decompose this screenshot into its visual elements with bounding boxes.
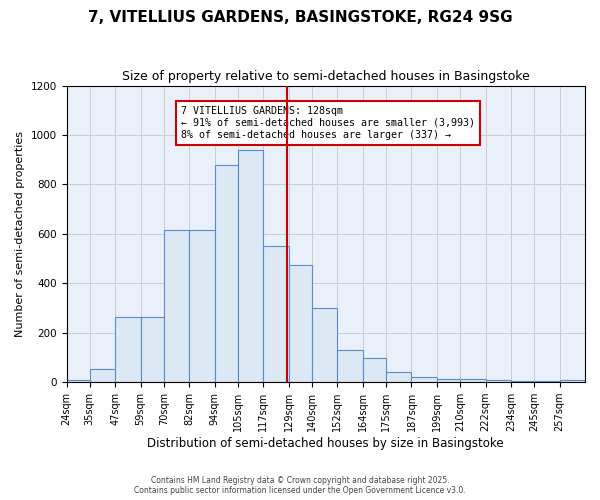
Bar [460,380,485,382]
Bar [263,246,289,382]
Title: Size of property relative to semi-detached houses in Basingstoke: Size of property relative to semi-detach… [122,70,530,83]
Text: 7, VITELLIUS GARDENS, BASINGSTOKE, RG24 9SG: 7, VITELLIUS GARDENS, BASINGSTOKE, RG24 … [88,10,512,25]
Text: 7 VITELLIUS GARDENS: 128sqm
← 91% of semi-detached houses are smaller (3,993)
8%: 7 VITELLIUS GARDENS: 128sqm ← 91% of sem… [181,106,475,140]
Text: Contains HM Land Registry data © Crown copyright and database right 2025.
Contai: Contains HM Land Registry data © Crown c… [134,476,466,495]
Bar [289,265,312,382]
Bar [67,380,90,382]
Bar [115,316,140,382]
Bar [238,150,263,382]
Bar [164,230,189,382]
Bar [189,230,215,382]
Bar [560,380,585,382]
Bar [312,308,337,382]
Bar [140,316,164,382]
Bar [363,358,386,382]
Bar [90,368,115,382]
Bar [485,380,511,382]
Bar [215,164,238,382]
X-axis label: Distribution of semi-detached houses by size in Basingstoke: Distribution of semi-detached houses by … [148,437,504,450]
Bar [412,378,437,382]
Bar [437,378,460,382]
Bar [337,350,363,382]
Bar [511,381,534,382]
Bar [386,372,412,382]
Y-axis label: Number of semi-detached properties: Number of semi-detached properties [15,131,25,337]
